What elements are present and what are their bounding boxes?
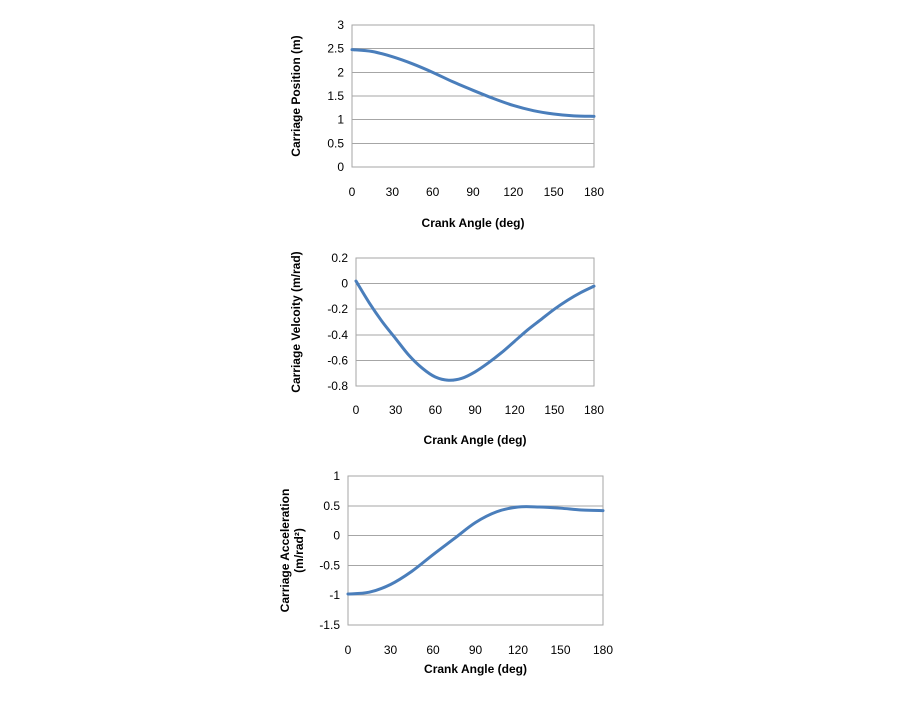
y-axis-label: Carriage Velcoity (m/rad) (289, 251, 303, 392)
x-tick-label: 30 (384, 643, 398, 657)
x-tick-label: 0 (353, 403, 360, 417)
x-tick-label: 90 (469, 643, 483, 657)
series-line-2-1 (354, 279, 596, 382)
chart-2: -0.8 -0.6 -0.4 -0.2 0 0.2 0 30 60 90 120 150 180 Cran… (289, 251, 604, 447)
y-tick-label: 0 (333, 529, 340, 543)
x-axis-label: Crank Angle (deg) (422, 216, 525, 230)
y-tick-label: -1 (329, 588, 340, 602)
plot-frame (347, 475, 604, 626)
y-tick-label: 0.2 (331, 251, 348, 265)
y-axis-label: Carriage Position (m) (289, 35, 303, 156)
y-tick-label: -0.6 (327, 353, 348, 367)
x-tick-label: 150 (550, 643, 570, 657)
x-tick-label: 120 (505, 403, 525, 417)
x-tick-label: 150 (544, 185, 564, 199)
x-tick-label: 90 (466, 185, 480, 199)
x-tick-label: 180 (584, 185, 604, 199)
x-tick-label: 180 (593, 643, 613, 657)
y-tick-label: -0.8 (327, 379, 348, 393)
y-tick-label: 1.5 (327, 89, 344, 103)
series-line-3-1 (346, 505, 605, 596)
x-tick-label: 60 (426, 185, 440, 199)
y-tick-label: 3 (337, 18, 344, 32)
x-tick-label: 180 (584, 403, 604, 417)
x-tick-label: 120 (503, 185, 523, 199)
x-tick-label: 120 (508, 643, 528, 657)
y-tick-label: -0.2 (327, 302, 348, 316)
x-axis-label: Crank Angle (deg) (424, 662, 527, 676)
y-tick-label: 0.5 (327, 136, 344, 150)
y-tick-label: 2 (337, 65, 344, 79)
y-tick-label: 1 (333, 469, 340, 483)
chart-3: -1.5 -1 -0.5 0 0.5 1 0 30 60 90 120 150 180 Crank Ang… (278, 469, 613, 676)
y-tick-label: -0.4 (327, 328, 348, 342)
plot-frame (355, 257, 595, 387)
x-tick-label: 90 (468, 403, 482, 417)
plot-frame (351, 24, 595, 168)
x-tick-label: 30 (389, 403, 403, 417)
y-tick-label: -0.5 (319, 558, 340, 572)
x-tick-label: 60 (429, 403, 443, 417)
x-tick-label: 0 (345, 643, 352, 657)
x-axis-label: Crank Angle (deg) (424, 433, 527, 447)
x-tick-label: 150 (544, 403, 564, 417)
y-axis-label-units: (m/rad²) (292, 528, 306, 573)
y-tick-label: 1 (337, 113, 344, 127)
x-tick-label: 60 (426, 643, 440, 657)
y-axis-label: Carriage Acceleration (278, 489, 292, 613)
y-tick-label: 2.5 (327, 42, 344, 56)
y-tick-label: 0.5 (323, 499, 340, 513)
x-tick-label: 0 (349, 185, 356, 199)
y-tick-label: 0 (341, 277, 348, 291)
x-tick-label: 30 (386, 185, 400, 199)
series-line-1-1 (350, 48, 596, 118)
y-tick-label: 0 (337, 160, 344, 174)
y-tick-label: -1.5 (319, 618, 340, 632)
